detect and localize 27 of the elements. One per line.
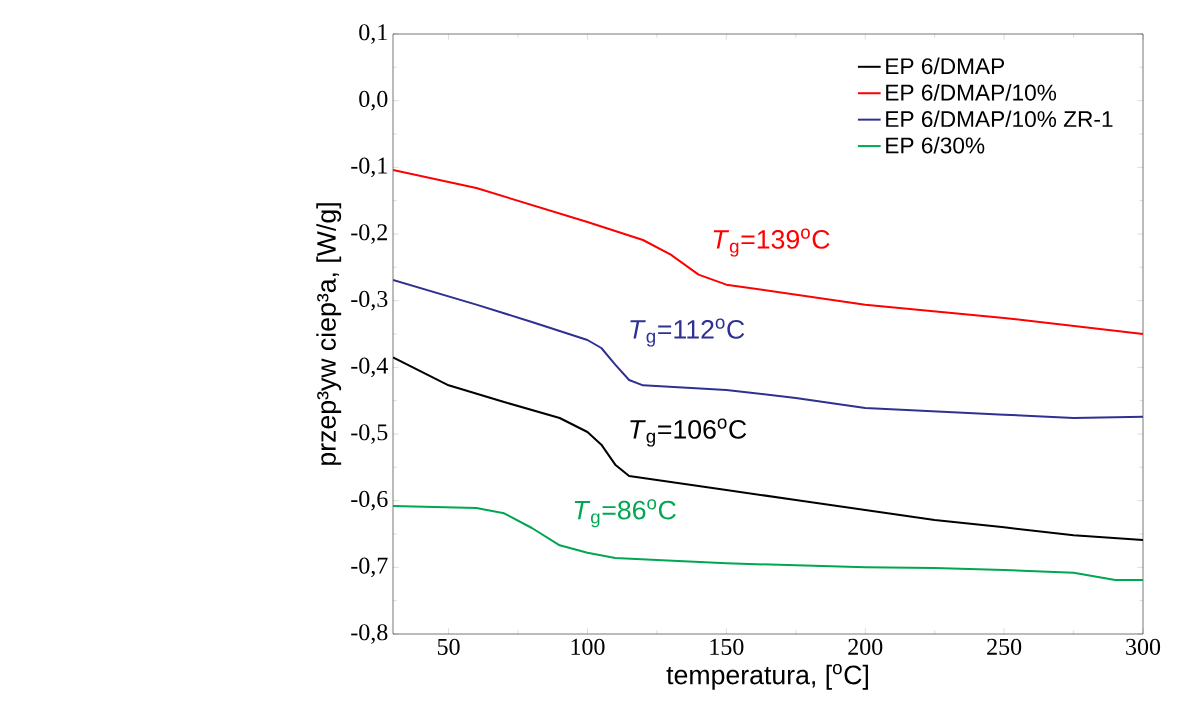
x-tick-label: 100 (571, 638, 605, 655)
x-tick-label: 250 (987, 638, 1022, 655)
x-tick-label: 300 (1126, 638, 1161, 655)
legend-label: EP 6/DMAP (886, 57, 1005, 75)
y-tick-label: -0,1 (351, 157, 387, 178)
y-tick-label: 0,0 (359, 90, 388, 111)
annotation: T$_{g}$=112$^{o}$C (630, 318, 745, 347)
legend-label: EP 6/30% (886, 136, 985, 154)
y-tick-label: -0,7 (351, 557, 388, 578)
legend-label: EP 6/DMAP/10% (886, 84, 1057, 101)
legend-label: EP 6/DMAP/10% ZR-1 (886, 110, 1113, 128)
y-tick-label: 0,1 (359, 24, 387, 44)
annotation: T$_{g}$=86$^{o}$C (574, 499, 676, 528)
y-tick-label: -0,6 (351, 490, 388, 511)
y-tick-label: -0,5 (351, 424, 388, 444)
annotation: T$_{g}$=106$^{o}$C (630, 418, 747, 447)
x-tick-label: 150 (710, 638, 744, 655)
y-tick-label: -0,8 (351, 624, 388, 644)
y-tick-label: -0,3 (351, 290, 388, 311)
line-series (393, 279, 1144, 419)
y-tick-label: -0,2 (351, 224, 387, 244)
annotation: T$_{g}$=139$^{o}$C (713, 228, 830, 257)
y-tick-label: -0,4 (351, 357, 388, 378)
x-axis-title: temperatura, [$^{o}$C] (666, 664, 868, 690)
x-tick-label: 200 (848, 638, 883, 655)
x-tick-label: 50 (437, 638, 460, 655)
y-axis-title: przep³yw ciep³a, [W/g] (316, 203, 342, 465)
